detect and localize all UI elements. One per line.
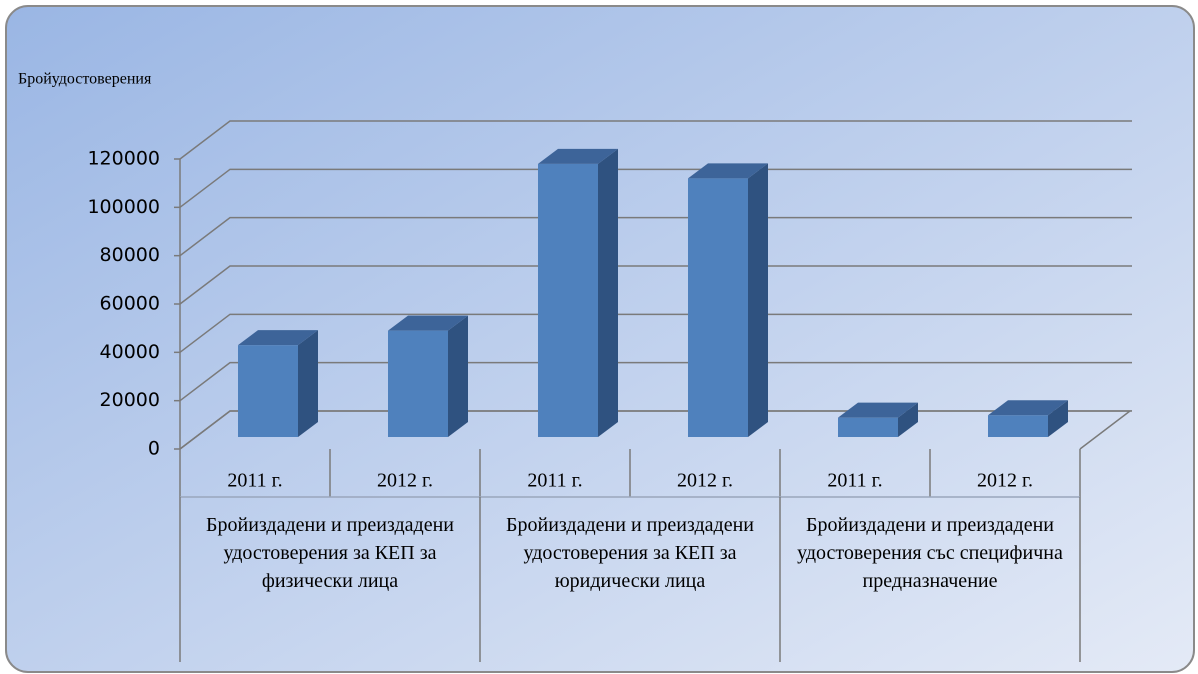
x-tick-label: 2012 г. [977,470,1033,492]
group-label: Бройиздадени и преиздадени удостоверения… [506,514,754,592]
grid-line [179,361,1132,402]
bar-top [838,402,918,418]
y-tick-label: 80000 [100,244,160,266]
y-tick-label: 120000 [87,148,160,170]
group-label: Бройиздадени и преиздадени удостоверения… [206,514,454,592]
x-tick-label: 2012 г. [677,470,733,492]
x-tick-label: 2012 г. [377,470,433,492]
bar-side [448,315,468,437]
grid-line [179,168,1132,208]
x-tick-label: 2011 г. [827,470,882,492]
y-tick-label: 40000 [100,341,160,363]
bar-side [1048,400,1068,437]
bar [838,417,898,437]
grid-line [179,410,1132,450]
grid-line [179,313,1132,353]
x-tick-label: 2011 г. [227,470,282,492]
bar-top [388,315,468,331]
x-tick-label: 2011 г. [527,470,582,492]
bar-top [688,163,768,179]
bar-side [298,330,318,437]
bar [388,330,448,437]
grid-line [179,216,1132,257]
y-tick-label: 0 [148,438,160,460]
y-tick-label: 20000 [100,389,160,411]
bar [688,178,748,437]
y-tick-label: 100000 [87,196,160,218]
bar-top [538,148,618,164]
bar-side [748,163,768,437]
bar-side [898,402,918,437]
bar-top [988,400,1068,416]
y-axis-title: Бройудостоверения [18,71,152,88]
bar-side [598,148,618,437]
bar [238,345,298,437]
group-label: Бройиздадени и преиздадени удостоверения… [797,514,1063,592]
bar [538,163,598,437]
bar-top [238,330,318,346]
bar [988,415,1048,437]
y-tick-label: 60000 [100,293,160,315]
grid-line [179,265,1132,305]
grid-line [179,120,1132,160]
